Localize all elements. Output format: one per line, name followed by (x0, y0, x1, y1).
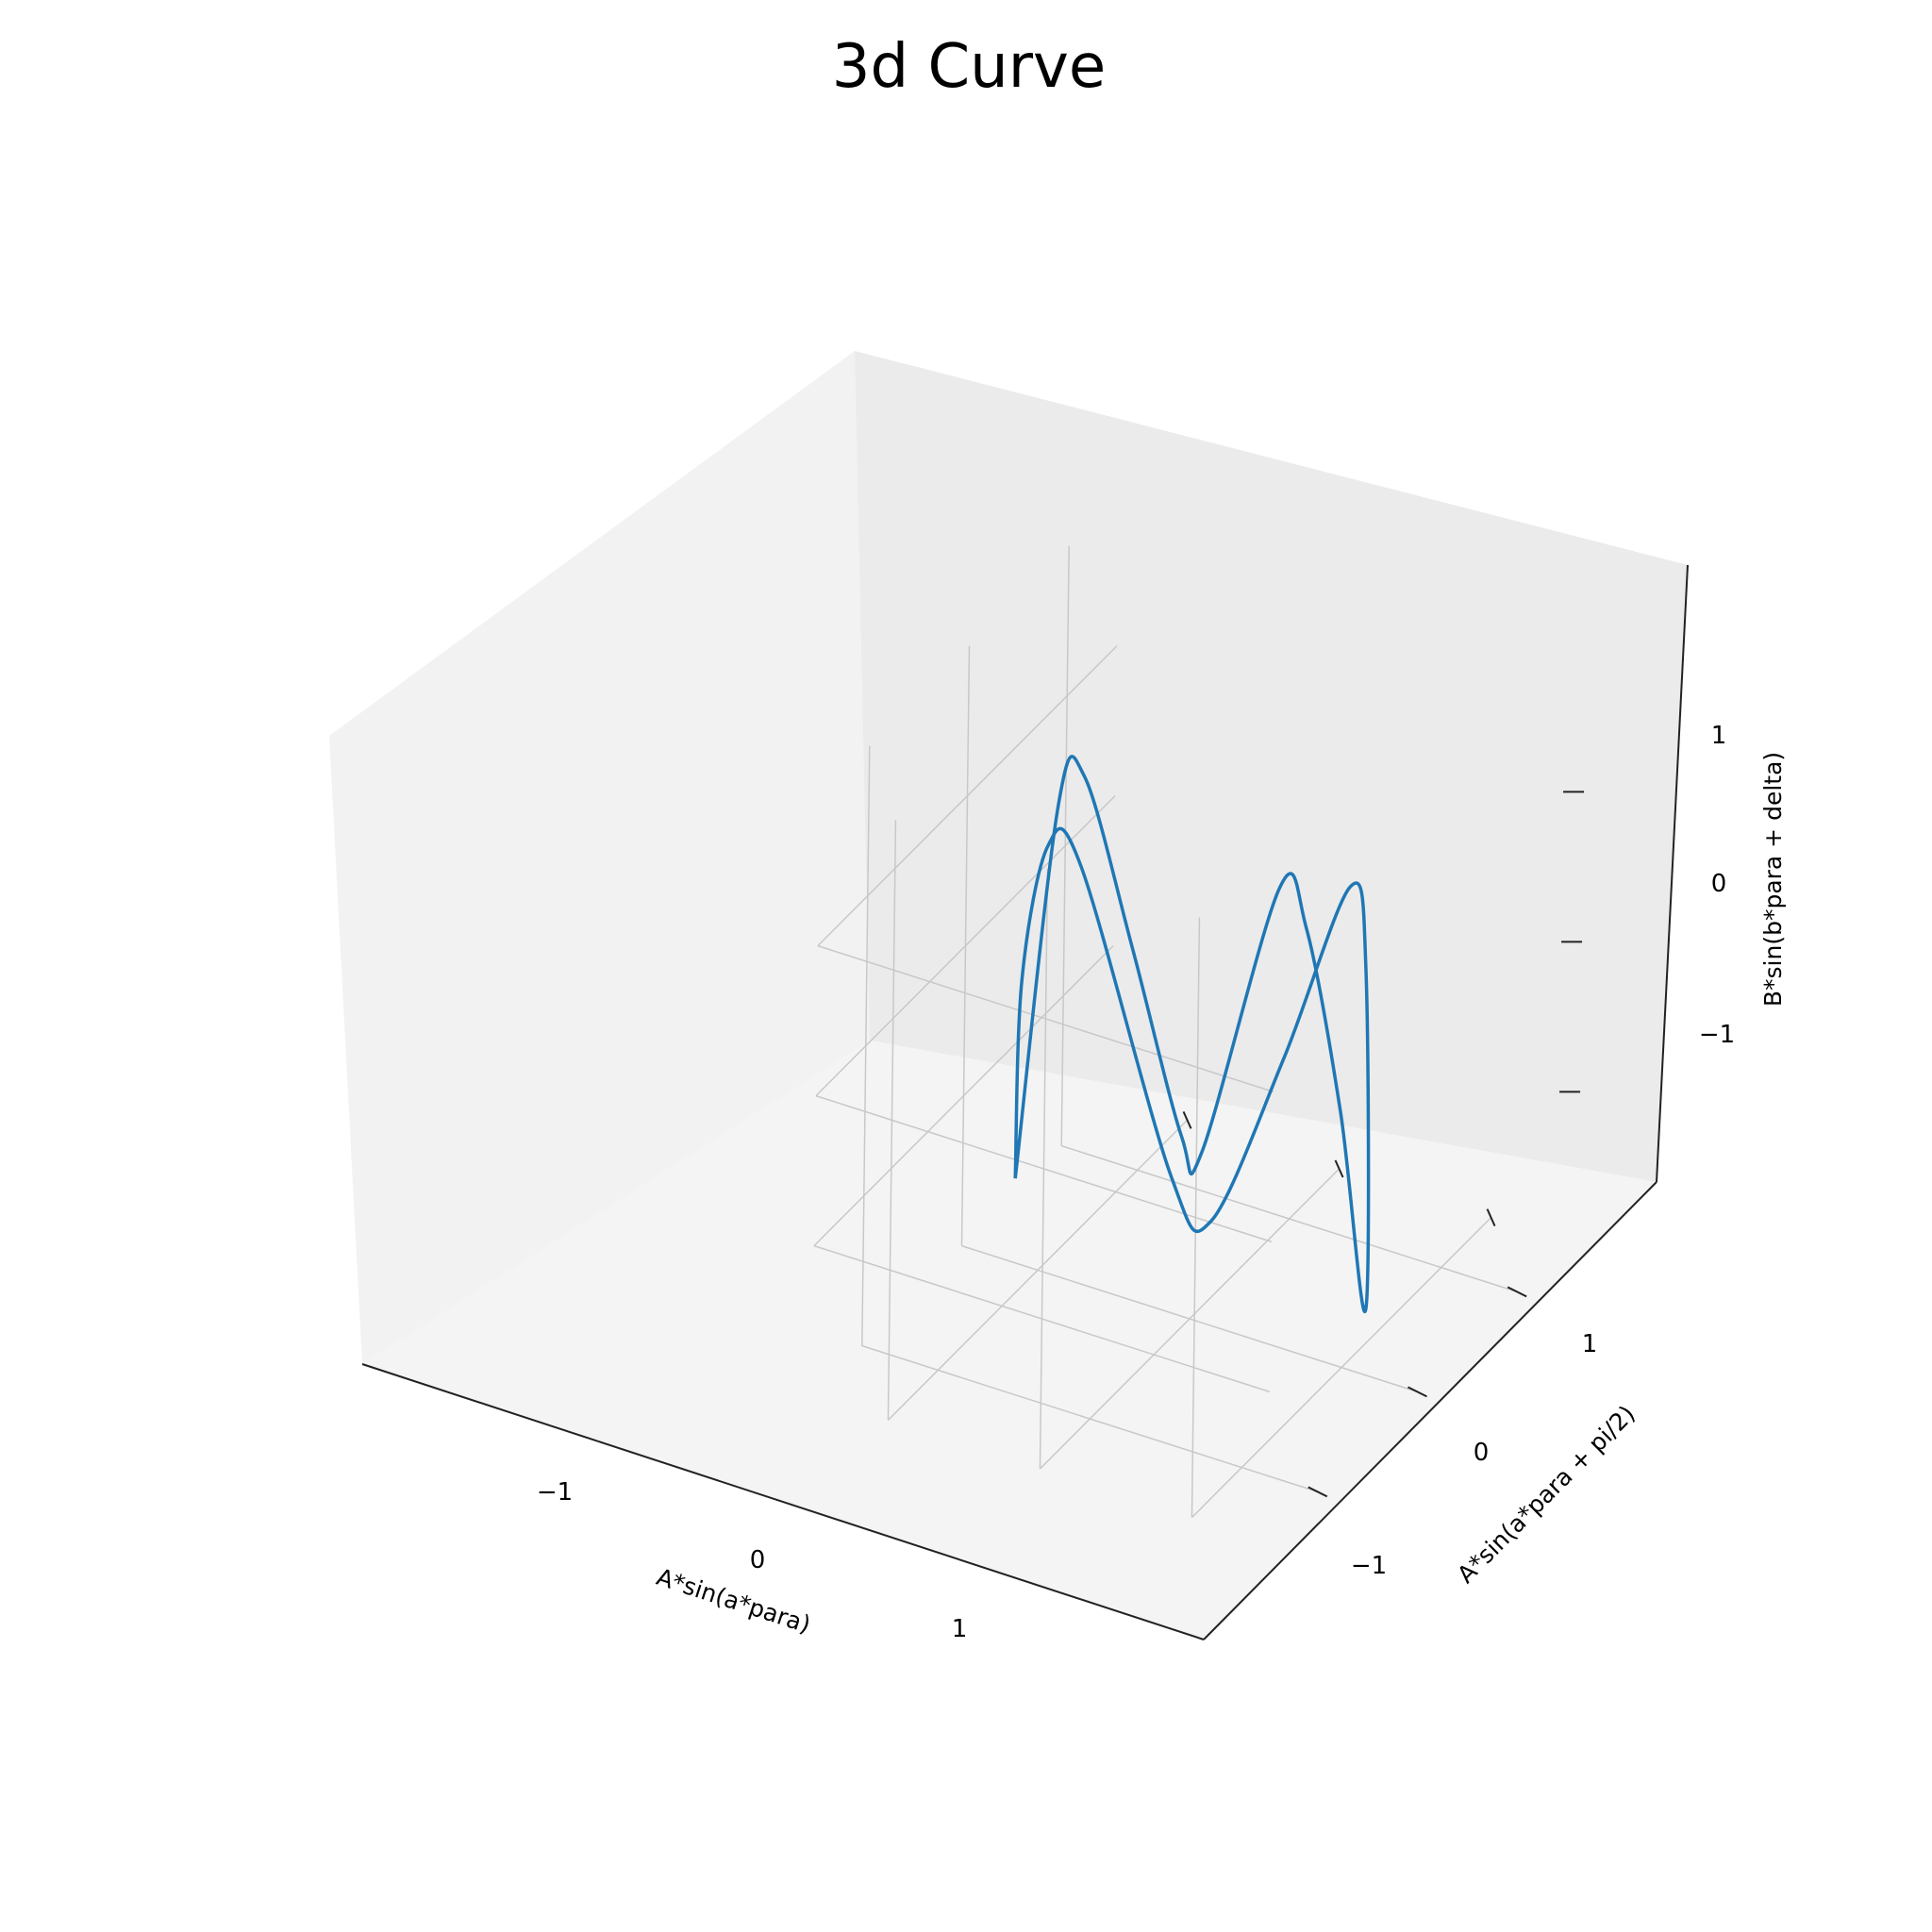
grid-lines (813, 545, 1518, 1519)
x-axis-line (361, 1363, 1205, 1641)
y-tick-label-neg1: −1 (1351, 1552, 1387, 1580)
x-tick-label-0: 0 (750, 1546, 766, 1574)
back-pane-yz (855, 351, 1688, 1182)
x-axis-label: A*sin(a*para) (654, 1563, 814, 1639)
axis-ticks (1182, 791, 1585, 1498)
grid-line (1191, 917, 1201, 1518)
y-tick-mark (1507, 1286, 1527, 1298)
curve-series-line (1013, 755, 1371, 1314)
y-tick-label-0: 0 (1474, 1439, 1490, 1467)
z-axis-line (1656, 564, 1689, 1183)
y-tick-mark (1407, 1386, 1427, 1398)
y-tick-label-1: 1 (1582, 1330, 1598, 1358)
floor-pane (362, 1041, 1657, 1640)
y-axis-line (1203, 1181, 1657, 1641)
grid-line (861, 1344, 1319, 1493)
x-tick-mark (1486, 1208, 1496, 1227)
z-axis-label: B*sin(b*para + delta) (1759, 752, 1787, 1007)
z-tick-label-0: 0 (1711, 870, 1727, 898)
back-pane-xz (329, 351, 870, 1364)
z-tick-label-1: 1 (1711, 722, 1727, 750)
grid-line (817, 944, 1274, 1093)
y-axis-label: A*sin(a*para + pi/2) (1452, 1400, 1641, 1589)
chart-title: 3d Curve (832, 32, 1107, 102)
y-tick-mark (1307, 1486, 1328, 1498)
z-tick-label-neg1: −1 (1699, 1021, 1735, 1049)
x-tick-mark (1182, 1110, 1192, 1129)
grid-line (817, 645, 1118, 947)
x-tick-label-neg1: −1 (537, 1478, 573, 1507)
grid-line (861, 745, 871, 1346)
x-tick-mark (1334, 1159, 1344, 1178)
x-tick-label-1: 1 (952, 1615, 968, 1643)
